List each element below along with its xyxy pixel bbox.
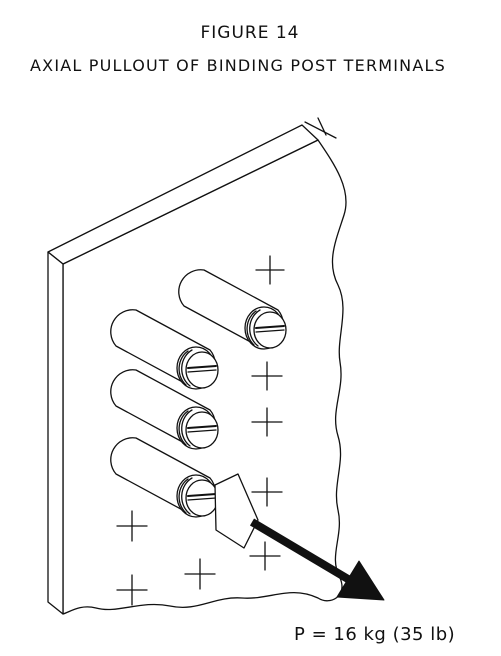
cross-mark <box>116 510 148 542</box>
spade-terminal <box>214 473 259 549</box>
load-label: P = 16 kg (35 lb) <box>294 624 455 645</box>
pull-force-arrow <box>249 518 385 601</box>
figure-title: AXIAL PULLOUT OF BINDING POST TERMINALS <box>30 56 446 75</box>
cross-mark <box>116 574 148 606</box>
cross-mark <box>251 407 283 437</box>
cross-mark <box>251 477 283 507</box>
cross-mark <box>251 361 283 391</box>
mounting-crosses <box>116 255 285 606</box>
cross-mark <box>249 541 281 571</box>
figure-number: FIGURE 14 <box>201 23 300 43</box>
cross-mark <box>255 255 285 285</box>
cross-mark <box>184 558 216 590</box>
